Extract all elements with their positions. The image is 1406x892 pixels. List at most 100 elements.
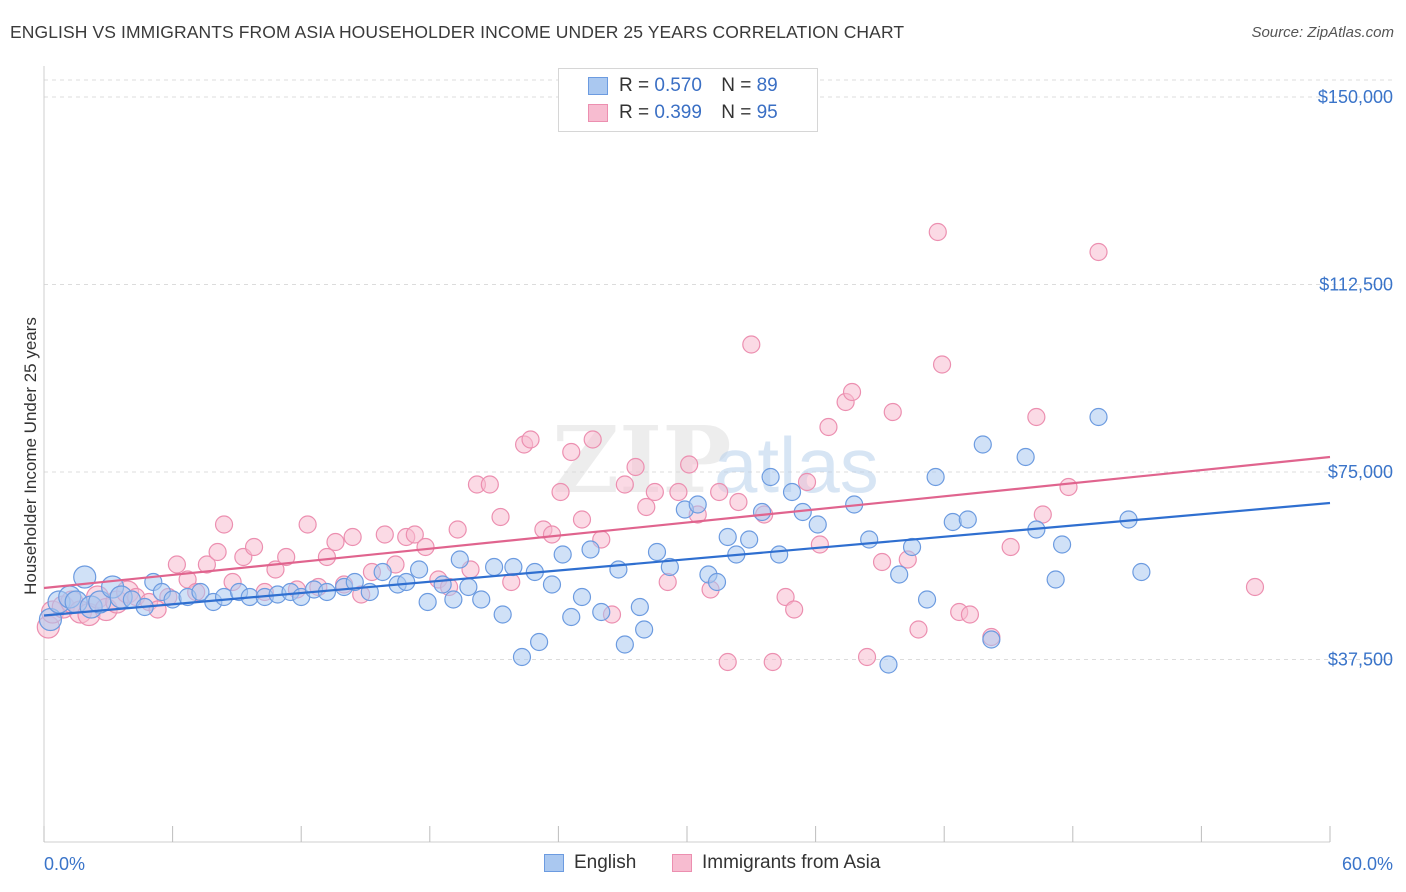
stats-legend: R = 0.570 N = 89 R = 0.399 N = 95	[558, 68, 818, 132]
y-axis-label: Householder Income Under 25 years	[21, 317, 40, 595]
asia-point	[729, 492, 748, 512]
y-tick-labels: $37,500 $75,000 $112,500 $150,000	[1318, 87, 1393, 670]
asia-swatch	[588, 104, 608, 122]
stat-row-asia: R = 0.399 N = 95	[619, 102, 778, 124]
asia-point	[214, 515, 234, 534]
english-point	[718, 527, 737, 547]
english-point	[740, 530, 759, 549]
asia-point	[742, 335, 761, 354]
asia-point	[167, 555, 186, 574]
english-point	[635, 620, 654, 639]
asia-point	[763, 652, 782, 672]
english-point	[592, 602, 611, 622]
asia-point	[819, 417, 838, 437]
asia-point	[857, 647, 877, 667]
asia-point	[375, 525, 394, 544]
stat-row-english: R = 0.570 N = 89	[619, 75, 778, 97]
n-value: 95	[756, 102, 778, 123]
english-point	[409, 560, 429, 579]
english-point	[609, 560, 628, 579]
asia-point	[542, 525, 562, 544]
y-tick-label: $37,500	[1328, 650, 1393, 670]
y-tick-label: $112,500	[1319, 275, 1393, 295]
english-point	[688, 495, 707, 514]
english-point	[782, 482, 802, 502]
english-point	[958, 510, 977, 529]
gridlines	[44, 79, 1395, 660]
english-point	[572, 587, 592, 607]
asia-point	[405, 525, 424, 544]
r-label: R =	[619, 75, 650, 96]
english-point	[1132, 562, 1151, 582]
english-point	[512, 647, 532, 667]
asia-point	[872, 552, 892, 572]
legend-label: Immigrants from Asia	[702, 852, 881, 873]
asia-point	[208, 542, 227, 562]
asia-point	[718, 652, 737, 672]
asia-point	[626, 457, 645, 477]
english-point	[926, 467, 945, 487]
asia-point	[658, 572, 677, 592]
english-point	[530, 632, 549, 652]
english-point	[917, 590, 937, 609]
asia-point	[277, 547, 296, 567]
chart-title: ENGLISH VS IMMIGRANTS FROM ASIA HOUSEHOL…	[10, 22, 905, 42]
english-point	[1046, 570, 1065, 589]
english-point	[1052, 535, 1072, 554]
legend-label: English	[574, 852, 637, 873]
english-point	[808, 515, 827, 534]
asia-point	[1033, 505, 1052, 524]
english-point	[660, 557, 679, 577]
asia-point	[572, 510, 592, 529]
r-label: R =	[619, 102, 650, 123]
asia-point	[776, 587, 795, 607]
english-point	[553, 545, 572, 564]
english-point	[345, 572, 364, 592]
english-point	[761, 467, 780, 487]
source-credit: Source: ZipAtlas.com	[1251, 24, 1394, 41]
english-point	[890, 565, 909, 584]
asia-point	[932, 355, 952, 374]
asia-point	[551, 482, 570, 502]
asia-point	[197, 555, 216, 574]
english-point	[752, 502, 772, 522]
english-point	[397, 572, 416, 592]
asia-point	[1245, 577, 1265, 597]
english-point	[373, 562, 392, 582]
english-swatch	[544, 854, 564, 872]
asia-point	[343, 527, 362, 547]
asia-point	[615, 475, 634, 494]
english-point	[1016, 447, 1035, 467]
asia-point	[244, 537, 264, 557]
english-point	[485, 557, 504, 577]
x-tick-label: 60.0%	[1342, 854, 1393, 874]
n-label: N =	[721, 75, 752, 96]
english-point	[647, 542, 667, 562]
english-point	[450, 550, 469, 569]
english-point	[562, 607, 581, 627]
asia-point	[326, 532, 345, 552]
english-point	[630, 597, 649, 617]
asia-point	[810, 535, 829, 554]
asia-point	[645, 482, 664, 502]
asia-point	[680, 455, 699, 474]
asia-point	[480, 475, 499, 494]
english-point	[973, 435, 992, 454]
english-trend-line	[43, 501, 1331, 617]
legend-item-asia: Immigrants from Asia	[672, 852, 880, 874]
n-label: N =	[721, 102, 752, 123]
english-point	[418, 592, 437, 612]
english-point	[542, 575, 562, 594]
n-value: 89	[756, 75, 778, 96]
english-point	[493, 605, 512, 624]
english-point	[433, 575, 452, 594]
legend-item-english: English	[544, 852, 636, 874]
asia-swatch	[672, 854, 692, 872]
y-tick-label: $150,000	[1318, 87, 1393, 107]
asia-point	[909, 620, 928, 639]
asia-point	[583, 430, 602, 449]
english-point	[879, 655, 898, 674]
asia-point	[785, 600, 804, 619]
asia-point	[960, 605, 980, 624]
axes	[43, 66, 1331, 843]
